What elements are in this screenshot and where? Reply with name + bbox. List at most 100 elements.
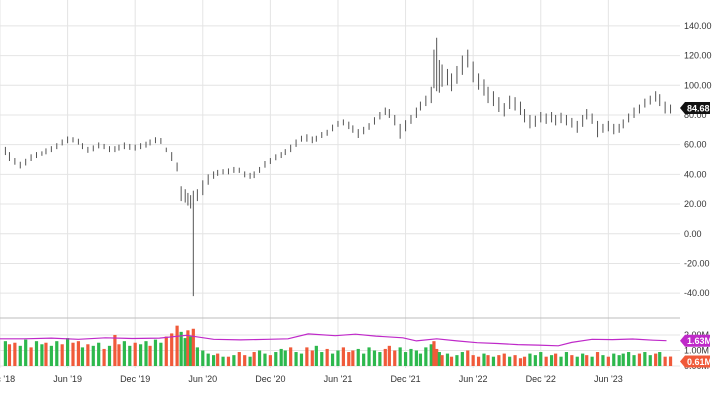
volume-bar [65,338,70,366]
volume-bar [378,352,382,366]
last-price-badge-shape [680,102,710,115]
volume-bar [138,344,143,366]
volume-average-line [0,333,667,347]
volume-bar [29,347,33,366]
volume-bar [429,344,433,366]
price-tick-label: -40.00 [684,288,710,298]
volume-bar [435,348,439,366]
volume-bar [201,350,205,366]
price-tick-label: 60.00 [684,140,707,150]
volume-bar [216,353,220,366]
volume-bar [575,356,579,366]
volume-bar [497,355,501,366]
volume-bar [466,350,470,366]
volume-bar [289,347,293,366]
volume-bar [97,342,101,366]
volume-bar [7,344,12,366]
x-tick-label: Jun '19 [53,374,82,384]
volume-bar [445,353,450,366]
volume-bar [544,356,548,366]
volume-bar [3,341,8,366]
volume-bar [486,355,490,366]
volume-bar [248,356,252,366]
price-tick-label: 100.00 [684,80,712,90]
volume-bar [663,356,667,366]
volume-bar [612,353,616,366]
volume-bar [621,353,625,366]
volume-bar [432,341,436,366]
volume-bar [191,328,195,366]
volume-bar [637,353,642,366]
volume-bar [24,339,28,366]
volume-bar [314,345,318,366]
volume-bar [60,344,64,366]
x-tick-label: Dec '21 [390,374,420,384]
volume-bar [325,348,329,366]
price-tick-label: 20.00 [684,199,707,209]
price-tick-label: 80.00 [684,110,707,120]
volume-bar [424,347,428,366]
volume-tick-label: 1.00M [684,345,709,355]
volume-bar [595,352,600,366]
last-price-badge: 84.68 [680,102,710,115]
volume-bar [522,356,527,366]
price-ohlc-bars [4,37,672,297]
volume-bar [128,345,132,366]
volume-bar [283,350,287,366]
volume-bar [279,348,283,366]
volume-bar [257,350,262,366]
volume-average-label: 1.63M [687,336,712,346]
volume-bar [627,352,631,366]
volume-bar [170,333,174,366]
volume-bar [211,355,216,366]
volume-bar [102,348,106,366]
volume-bar [403,352,408,366]
volume-bar [549,355,554,366]
volume-bar [320,352,324,366]
volume-bar [330,353,335,366]
volume-bar [336,350,340,366]
volume-bar [310,350,314,366]
volume-bar [179,331,183,366]
volume-bar [91,345,95,366]
volume-bar [117,344,121,366]
x-tick-label: Dec '20 [255,374,285,384]
volume-bar [122,341,126,366]
price-tick-label: 40.00 [684,169,707,179]
volume-bar [590,356,594,366]
volume-bar [175,325,179,366]
volume-average-badge: 1.63M [680,334,712,347]
volume-bar [226,356,231,366]
volume-bar [398,347,402,366]
last-volume-badge: 0.61M [680,355,712,368]
volume-bar [372,350,377,366]
volume-bar [351,350,355,366]
volume-bar [502,353,506,366]
volume-bar [274,352,278,366]
volume-bar [476,356,481,366]
volume-bar [585,355,589,366]
volume-bar [294,352,298,366]
volume-bar [570,355,574,366]
volume-bar [648,355,652,366]
volume-bar [55,341,59,366]
volume-bar [186,330,190,366]
volume-bar [232,355,236,366]
volume-bar [13,342,17,366]
volume-bar [195,347,199,366]
volume-bar [482,353,486,366]
volume-bar [76,341,81,366]
volume-bar [243,355,247,366]
volume-bar [86,344,90,366]
last-price-label: 84.68 [687,104,710,114]
x-tick-label: Dec '18 [0,374,15,384]
volume-bar [513,355,517,366]
price-tick-label: 0.00 [684,229,702,239]
volume-bar [206,353,210,366]
volume-bar [617,355,621,366]
volume-bar [164,336,168,366]
volume-bar [559,356,563,366]
price-axis-labels: 140.00 120.00 100.00 80.00 60.00 40.00 20.00 0.… [684,21,712,298]
volume-bar [654,353,658,366]
price-tick-label: 120.00 [684,51,712,61]
